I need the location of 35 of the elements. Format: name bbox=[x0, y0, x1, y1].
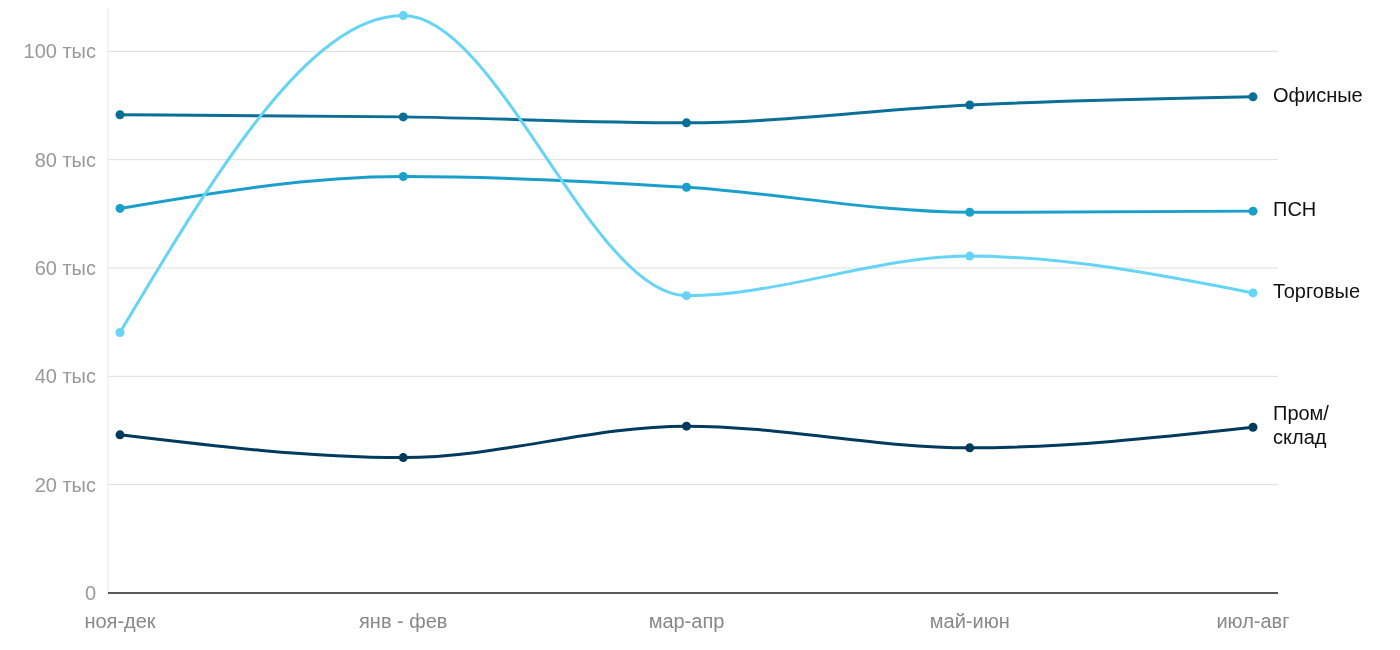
point bbox=[1248, 92, 1258, 102]
point bbox=[682, 118, 691, 128]
point bbox=[682, 182, 691, 192]
x-tick-label: май-июн bbox=[929, 610, 1010, 632]
y-tick-label: 60 тыс bbox=[34, 257, 96, 279]
point bbox=[1248, 206, 1258, 216]
x-tick-label: мар-апр bbox=[648, 610, 725, 632]
y-tick-label: 40 тыс bbox=[34, 365, 96, 388]
y-tick-label: 100 тыс bbox=[23, 40, 96, 63]
point bbox=[1248, 422, 1258, 432]
x-tick-label: ноя-дек bbox=[84, 610, 156, 632]
point bbox=[398, 453, 408, 463]
point bbox=[115, 203, 125, 213]
x-tick-label: янв - фев bbox=[359, 610, 448, 632]
point bbox=[682, 421, 691, 431]
point bbox=[965, 251, 975, 261]
point bbox=[115, 110, 125, 120]
point bbox=[398, 112, 408, 122]
point bbox=[965, 100, 975, 110]
series-label: Пром/склад bbox=[1273, 402, 1330, 449]
series-label: Торговые bbox=[1273, 279, 1361, 302]
y-tick-label: 20 тыс bbox=[34, 473, 96, 496]
point bbox=[1248, 288, 1258, 298]
series-label: ПСН bbox=[1273, 198, 1317, 221]
point bbox=[398, 11, 408, 21]
point bbox=[965, 443, 975, 453]
series-label: Офисные bbox=[1273, 83, 1363, 106]
point bbox=[115, 327, 125, 337]
point bbox=[965, 207, 975, 217]
x-tick-label: июл-авг bbox=[1216, 610, 1290, 632]
point bbox=[115, 430, 125, 440]
point bbox=[398, 171, 408, 181]
point bbox=[682, 291, 691, 301]
y-tick-label: 0 bbox=[84, 582, 96, 604]
y-tick-label: 80 тыс bbox=[34, 148, 96, 171]
